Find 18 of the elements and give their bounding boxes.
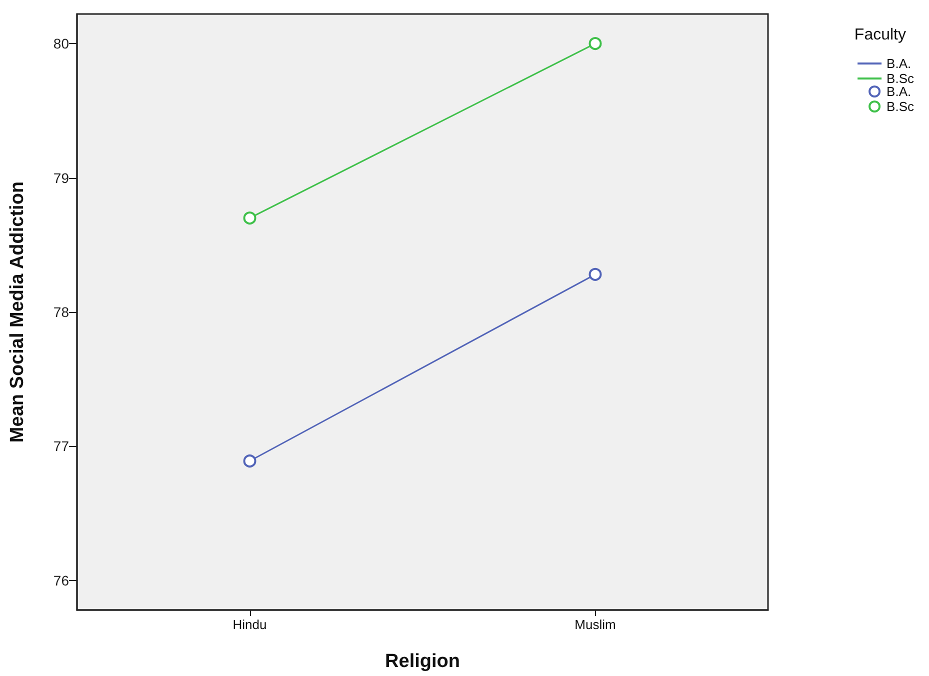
text: B.A. [886,56,912,71]
point [243,454,256,468]
x-tick-label: Hindu [232,617,267,632]
point [243,212,256,225]
y-tick-label: 79 [53,170,70,186]
legend-label: B.Sc [886,71,914,86]
point [588,268,602,281]
y-tick-label: 78 [53,304,70,320]
y-tick-label: 80 [53,36,70,52]
x-axis-title: Religion [385,651,460,672]
y-tick-label: 77 [53,438,70,454]
point [588,37,602,50]
text: B.Sc [886,99,914,114]
y-axis-title: Mean Social Media Addiction [7,181,28,443]
legend-label: B.A. [886,84,912,99]
y-tick-label: 76 [53,572,70,588]
legend-title: Faculty [854,26,906,44]
x-tick-label: Muslim [574,617,616,632]
